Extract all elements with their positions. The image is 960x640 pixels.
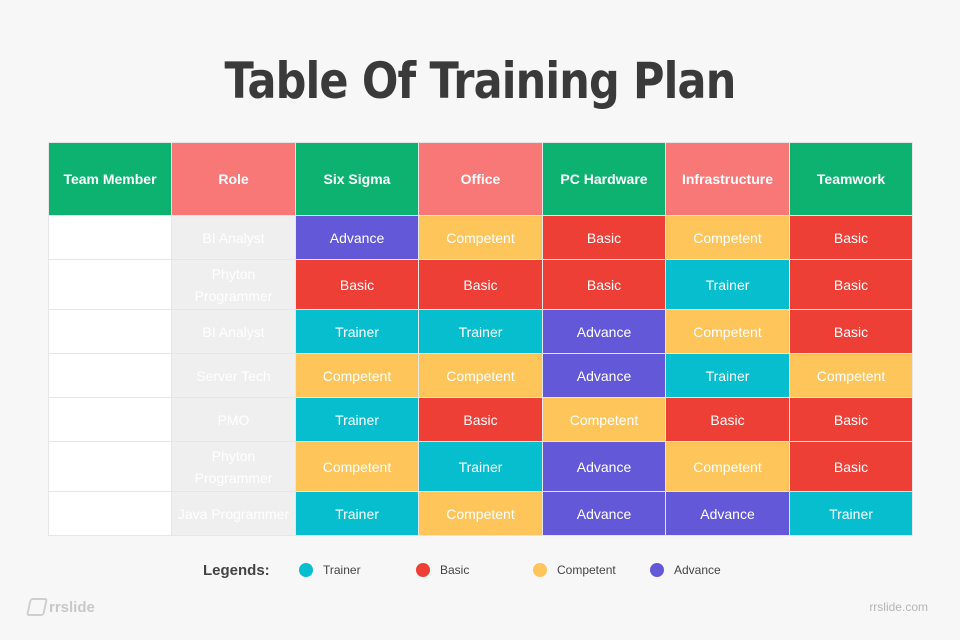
column-header: Team Member (48, 142, 172, 216)
legend-item: Trainer (299, 563, 416, 577)
skill-level-cell: Trainer (665, 353, 790, 398)
page-title: Table Of Training Plan (224, 52, 737, 110)
skill-level-cell: Competent (418, 491, 543, 536)
table-row: Drake Henson Phyton Programmer Basic Basic B… (48, 259, 913, 310)
skill-level-cell: Trainer (418, 309, 543, 354)
table-row: Keegan Cooley PMO Trainer Basic Competent Bas… (48, 397, 913, 442)
legend-dot-icon (650, 563, 664, 577)
role-cell: BI Analyst (171, 215, 296, 260)
legend-dot-icon (299, 563, 313, 577)
role-cell: Phyton Programmer (171, 441, 296, 492)
team-member-cell: Drake Henson (48, 259, 172, 310)
skill-level-cell: Advance (542, 491, 666, 536)
table-row: Meghan Cochran Java Programmer Trainer Comp… (48, 491, 913, 536)
table-row: Marisa Redman Server Tech Competent Compete… (48, 353, 913, 398)
skill-level-cell: Basic (418, 397, 543, 442)
team-member-cell: Abbey Arias (48, 215, 172, 260)
skill-level-cell: Competent (418, 215, 543, 260)
skill-level-cell: Competent (665, 441, 790, 492)
training-plan-table: Team Member Role Six Sigma Office PC Hardwar… (48, 142, 913, 536)
team-member-cell: Marisa Redman (48, 353, 172, 398)
skill-level-cell: Basic (665, 397, 790, 442)
column-header: Teamwork (789, 142, 913, 216)
team-member-cell: Jonty Mustafa (48, 441, 172, 492)
legend-item-label: Advance (674, 563, 721, 577)
role-cell: Java Programmer (171, 491, 296, 536)
skill-level-cell: Competent (295, 353, 419, 398)
legend-item-label: Competent (557, 563, 616, 577)
table-row: Abbey Arias BI Analyst Advance Competent Bas… (48, 215, 913, 260)
legend-dot-icon (416, 563, 430, 577)
brand-url: rrslide.com (869, 600, 928, 614)
brand-logo-text: rrslide (49, 598, 95, 616)
legend-item-label: Trainer (323, 563, 361, 577)
table-row: Agnes Kent BI Analyst Trainer Trainer Advanc… (48, 309, 913, 354)
legend-item: Competent (533, 563, 650, 577)
legend-label: Legends: (203, 561, 270, 579)
legend-item: Basic (416, 563, 533, 577)
legend-dot-icon (533, 563, 547, 577)
skill-level-cell: Trainer (295, 309, 419, 354)
column-header: Office (418, 142, 543, 216)
skill-level-cell: Basic (295, 259, 419, 310)
skill-level-cell: Advance (542, 309, 666, 354)
skill-level-cell: Competent (789, 353, 913, 398)
table-header-row: Team Member Role Six Sigma Office PC Hardwar… (48, 142, 913, 216)
skill-level-cell: Basic (789, 441, 913, 492)
skill-level-cell: Basic (789, 259, 913, 310)
skill-level-cell: Basic (418, 259, 543, 310)
skill-level-cell: Basic (789, 215, 913, 260)
legend-items: Trainer Basic Competent Advance (299, 563, 767, 577)
skill-level-cell: Advance (542, 353, 666, 398)
table-body: Abbey Arias BI Analyst Advance Competent Bas… (48, 215, 913, 536)
column-header: Role (171, 142, 296, 216)
legend-item: Advance (650, 563, 767, 577)
skill-level-cell: Trainer (418, 441, 543, 492)
skill-level-cell: Competent (295, 441, 419, 492)
skill-level-cell: Competent (418, 353, 543, 398)
team-member-cell: Meghan Cochran (48, 491, 172, 536)
skill-level-cell: Competent (542, 397, 666, 442)
legend-item-label: Basic (440, 563, 470, 577)
skill-level-cell: Trainer (665, 259, 790, 310)
skill-level-cell: Basic (542, 259, 666, 310)
column-header: PC Hardware (542, 142, 666, 216)
role-cell: Phyton Programmer (171, 259, 296, 310)
skill-level-cell: Competent (665, 215, 790, 260)
table-row: Jonty Mustafa Phyton Programmer Competent T… (48, 441, 913, 492)
skill-level-cell: Advance (295, 215, 419, 260)
column-header: Six Sigma (295, 142, 419, 216)
skill-level-cell: Competent (665, 309, 790, 354)
skill-level-cell: Trainer (295, 491, 419, 536)
brand-logo: rrslide (26, 598, 95, 616)
column-header: Infrastructure (665, 142, 790, 216)
role-cell: PMO (171, 397, 296, 442)
team-member-cell: Keegan Cooley (48, 397, 172, 442)
skill-level-cell: Trainer (295, 397, 419, 442)
skill-level-cell: Trainer (789, 491, 913, 536)
brand-logo-icon (26, 598, 48, 616)
legend: Legends: Trainer Basic Competent Advance (203, 558, 767, 582)
skill-level-cell: Advance (542, 441, 666, 492)
role-cell: BI Analyst (171, 309, 296, 354)
skill-level-cell: Basic (542, 215, 666, 260)
skill-level-cell: Basic (789, 397, 913, 442)
skill-level-cell: Advance (665, 491, 790, 536)
role-cell: Server Tech (171, 353, 296, 398)
team-member-cell: Agnes Kent (48, 309, 172, 354)
skill-level-cell: Basic (789, 309, 913, 354)
